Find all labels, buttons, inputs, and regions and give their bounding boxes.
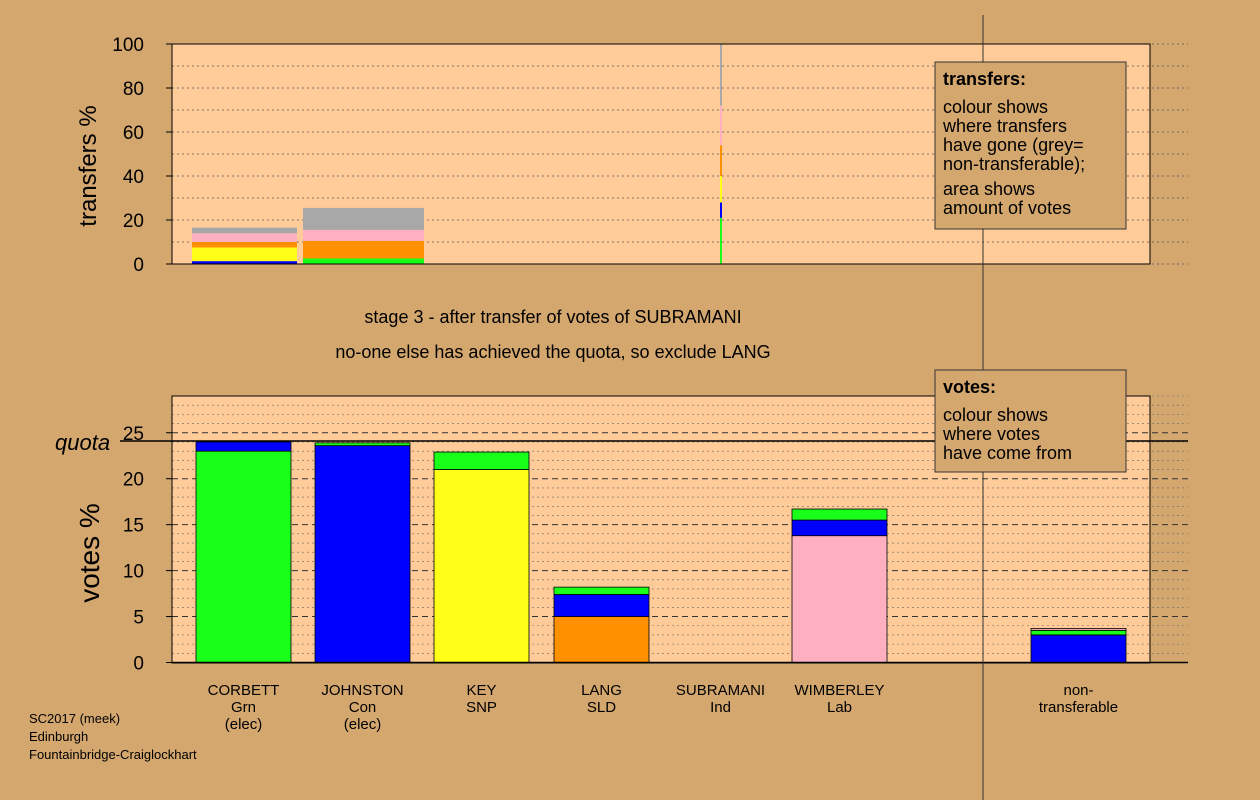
- votes-bar-segment: [1030, 634, 1127, 663]
- transfers-bar-segment: [720, 145, 722, 176]
- votes-y-tick-label: 10: [123, 562, 144, 583]
- votes-bar-segment: [791, 535, 888, 663]
- transfers-bar-segment: [303, 207, 424, 230]
- votes-category-label: KEY: [466, 682, 496, 699]
- footer-info: SC2017 (meek) Edinburgh Fountainbridge-Cra…: [29, 711, 197, 762]
- votes-bar-segment: [314, 442, 411, 447]
- votes-bar-segment: [553, 586, 650, 595]
- transfers-legend-box: [934, 61, 1127, 230]
- transfers-bar-segment: [303, 229, 424, 241]
- transfers-legend-line: have gone (grey=: [943, 135, 1084, 155]
- votes-y-tick-label: 20: [123, 470, 144, 491]
- transfers-bar-segment: [720, 176, 722, 203]
- votes-category-label: SNP: [466, 699, 497, 716]
- transfers-y-axis-ticks: 0 20 40 60 80 100: [112, 35, 172, 276]
- votes-bars: [195, 441, 1127, 663]
- votes-bar-segment: [195, 450, 292, 663]
- transfers-legend-line: colour shows: [943, 97, 1048, 117]
- votes-legend-box: [934, 369, 1127, 473]
- transfers-plot-frame: [171, 43, 1151, 265]
- transfers-bar-segment: [720, 217, 722, 264]
- votes-category-label: CORBETT: [208, 682, 280, 699]
- transfers-y-tick-label: 20: [123, 211, 144, 232]
- votes-category-label: (elec): [344, 716, 382, 733]
- transfers-y-tick-label: 80: [123, 79, 144, 100]
- transfers-legend-line: area shows: [943, 179, 1035, 199]
- votes-y-tick-label: 0: [133, 654, 144, 675]
- votes-bar-segment: [791, 519, 888, 537]
- transfers-y-axis-label: transfers %: [75, 105, 102, 226]
- transfers-y-tick-label: 40: [123, 167, 144, 188]
- transfers-bar-segment: [720, 202, 722, 218]
- transfers-bar-segment: [192, 242, 297, 248]
- votes-category-label: transferable: [1039, 699, 1118, 716]
- votes-bar-segment: [433, 469, 530, 663]
- transfers-bars: [192, 44, 722, 264]
- votes-bar-segment: [553, 594, 650, 617]
- votes-legend-title: votes:: [943, 377, 996, 397]
- votes-bar-segment: [1030, 629, 1127, 636]
- votes-category-label: Grn: [231, 699, 256, 716]
- votes-category-label: Con: [349, 699, 377, 716]
- votes-category-label: Ind: [710, 699, 731, 716]
- action-caption: no-one else has achieved the quota, so e…: [335, 342, 770, 362]
- votes-legend-line: where votes: [942, 424, 1040, 444]
- transfers-bar-segment: [303, 240, 424, 259]
- votes-category-labels: CORBETTGrn(elec)JOHNSTONCon(elec)KEYSNPL…: [208, 682, 1118, 733]
- votes-y-tick-label: 5: [133, 608, 144, 629]
- votes-category-label: WIMBERLEY: [794, 682, 884, 699]
- votes-category-label: JOHNSTON: [321, 682, 403, 699]
- votes-legend-line: colour shows: [943, 405, 1048, 425]
- transfers-bar-segment: [192, 247, 297, 262]
- votes-legend-line: have come from: [943, 443, 1072, 463]
- footer-line: Edinburgh: [29, 729, 88, 744]
- transfers-bar-segment: [192, 233, 297, 242]
- votes-category-label: non-: [1063, 682, 1093, 699]
- votes-category-label: (elec): [225, 716, 263, 733]
- transfers-bar-segment: [303, 258, 424, 264]
- votes-category-label: Lab: [827, 699, 852, 716]
- stage-caption: stage 3 - after transfer of votes of SUB…: [364, 307, 741, 327]
- votes-category-label: LANG: [581, 682, 622, 699]
- votes-bar-segment: [553, 616, 650, 663]
- votes-y-axis-label: votes %: [74, 503, 105, 603]
- votes-bar-segment: [791, 508, 888, 521]
- transfers-y-tick-label: 60: [123, 123, 144, 144]
- transfers-bar-segment: [192, 261, 297, 264]
- transfers-legend-title: transfers:: [943, 69, 1026, 89]
- footer-line: Fountainbridge-Craiglockhart: [29, 747, 197, 762]
- votes-y-axis-ticks: 0 5 10 15 20 25: [123, 424, 172, 675]
- votes-y-tick-label: 15: [123, 516, 144, 537]
- quota-label: quota: [55, 430, 110, 455]
- votes-bar-segment: [1030, 628, 1127, 631]
- transfers-y-tick-label: 0: [133, 255, 144, 276]
- votes-category-label: SUBRAMANI: [676, 682, 765, 699]
- votes-bar-segment: [314, 445, 411, 663]
- footer-line: SC2017 (meek): [29, 711, 120, 726]
- transfers-bar-segment: [720, 44, 722, 106]
- transfers-legend-line: amount of votes: [943, 198, 1071, 218]
- votes-bar-segment: [195, 441, 292, 452]
- transfers-y-tick-label: 100: [112, 35, 144, 56]
- transfers-bar-segment: [720, 105, 722, 146]
- votes-y-tick-label: 25: [123, 424, 144, 445]
- transfers-bar-segment: [192, 227, 297, 234]
- transfers-legend-line: non-transferable);: [943, 154, 1085, 174]
- votes-bar-segment: [433, 451, 530, 470]
- transfers-legend-line: where transfers: [942, 116, 1067, 136]
- votes-category-label: SLD: [587, 699, 616, 716]
